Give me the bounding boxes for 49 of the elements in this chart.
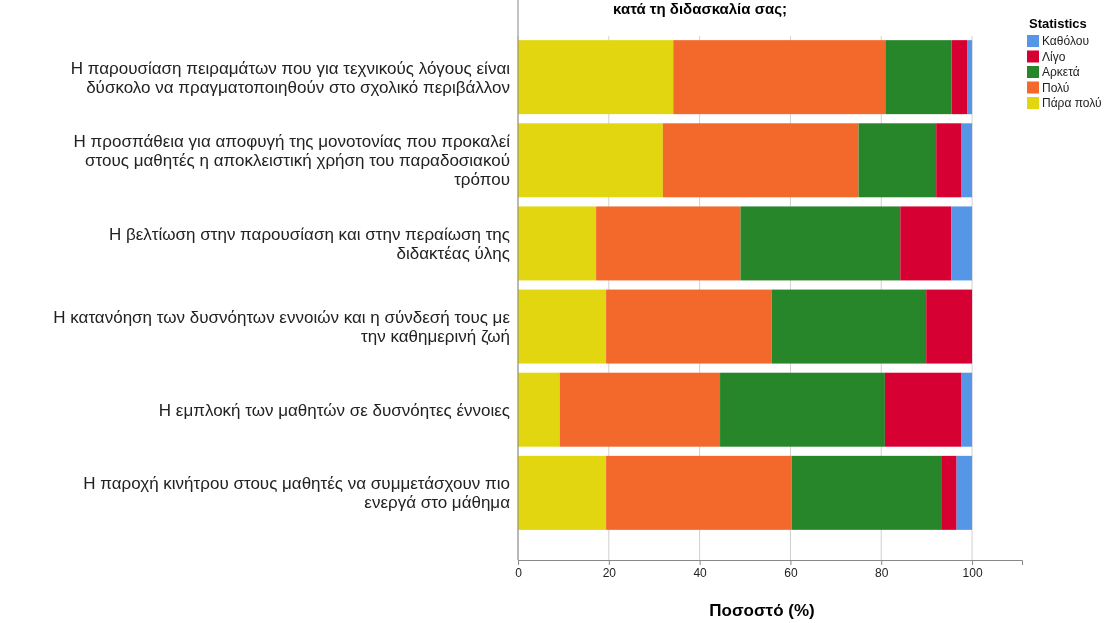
legend-label: Πάρα πολύ xyxy=(1042,96,1102,110)
bar xyxy=(662,123,859,198)
bar xyxy=(720,372,885,447)
bar xyxy=(884,372,962,447)
bar xyxy=(951,40,968,115)
x-tick-label: 40 xyxy=(693,565,708,580)
bar xyxy=(518,372,560,447)
bar xyxy=(518,40,674,115)
bar xyxy=(858,123,937,198)
bar xyxy=(900,206,952,281)
bar xyxy=(961,372,973,447)
bar xyxy=(518,123,663,198)
bar xyxy=(606,289,772,364)
x-tick-label: 80 xyxy=(875,565,889,580)
x-axis-title: Ποσοστό (%) xyxy=(709,601,815,620)
legend-label: Λίγο xyxy=(1042,49,1066,64)
bar xyxy=(559,372,721,447)
bar xyxy=(885,40,952,115)
bar xyxy=(518,455,607,530)
x-tick-label: 100 xyxy=(962,565,983,580)
y-tick-label: Η εμπλοκή των μαθητών σε δυσνόητες έννοιες xyxy=(158,400,510,420)
bar xyxy=(936,123,962,198)
bar xyxy=(956,455,973,530)
bar xyxy=(941,455,957,530)
y-tick-label: Η παρουσίαση πειραμάτων που για τεχνικούς λόγους είναι δύσκολο να πραγματοποιηθούν στο σχολικό περιβάλλον xyxy=(70,58,511,97)
bar xyxy=(673,40,886,115)
legend-label: Αρκετά xyxy=(1042,65,1080,79)
legend-label: Πολύ xyxy=(1042,80,1070,95)
y-tick-label: Η κατανόηση των δυσνόητων εννοιών και η σύνδεσή τους με την καθημερινή ζωή xyxy=(53,308,511,347)
legend-label: Καθόλου xyxy=(1042,34,1089,48)
bar xyxy=(771,289,927,364)
bar xyxy=(596,206,741,281)
bar xyxy=(951,206,973,281)
legend-title: Statistics xyxy=(1029,16,1087,31)
bar xyxy=(518,289,607,364)
bar xyxy=(606,455,792,530)
y-tick-label: Η παροχή κινήτρου στους μαθητές να συμμετάσχουν πιο ενεργά στο μάθημα xyxy=(83,474,511,513)
bar xyxy=(740,206,901,281)
bar xyxy=(518,206,597,281)
bar xyxy=(926,289,973,364)
x-tick-label: 60 xyxy=(784,565,798,580)
y-tick-label: Η βελτίωση στην παρουσίαση και στην περαίωση της διδακτέας ύλης xyxy=(108,224,510,263)
y-tick-label: Η προσπάθεια για αποφυγή της μονοτονίας που προκαλεί στους μαθητές η αποκλειστική χρήση του παραδοσιακού τρόπου xyxy=(73,132,511,190)
bar xyxy=(791,455,942,530)
bar xyxy=(961,123,973,198)
chart-title: κατά τη διδασκαλία σας; xyxy=(613,0,787,17)
bar xyxy=(967,40,973,115)
x-tick-label: 0 xyxy=(515,565,523,580)
x-tick-label: 20 xyxy=(602,565,617,580)
